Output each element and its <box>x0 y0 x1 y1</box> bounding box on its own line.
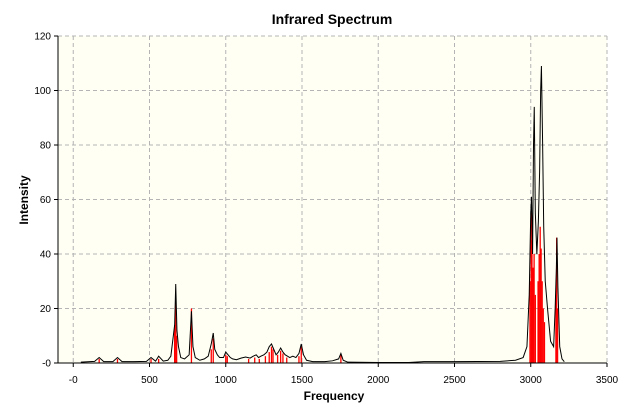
x-tick-label: 1500 <box>291 375 314 386</box>
y-tick-label: 40 <box>40 250 52 261</box>
stick-series <box>98 213 559 363</box>
y-tick-label: -0 <box>42 359 51 370</box>
x-tick-label: 500 <box>141 375 158 386</box>
chart-title: Infrared Spectrum <box>272 11 393 27</box>
x-tick-label: 2000 <box>367 375 390 386</box>
y-tick-label: 60 <box>40 195 52 206</box>
y-axis-ticks: -0 20 40 60 80 100 120 <box>34 32 58 370</box>
y-axis-label: Intensity <box>17 175 31 225</box>
x-tick-label: 3500 <box>596 375 619 386</box>
x-axis-ticks: -0 500 1000 1500 2000 2500 3000 3500 <box>69 363 619 386</box>
grid-lines <box>58 35 608 364</box>
x-axis-label: Frequency <box>304 389 365 403</box>
y-tick-label: 100 <box>34 86 51 97</box>
y-tick-label: 80 <box>40 141 52 152</box>
y-tick-label: 20 <box>40 304 52 315</box>
x-tick-label: -0 <box>69 375 78 386</box>
x-tick-label: 2500 <box>443 375 466 386</box>
x-tick-label: 1000 <box>215 375 238 386</box>
x-tick-label: 3000 <box>520 375 543 386</box>
y-tick-label: 120 <box>34 32 51 43</box>
spectrum-line <box>80 65 565 363</box>
